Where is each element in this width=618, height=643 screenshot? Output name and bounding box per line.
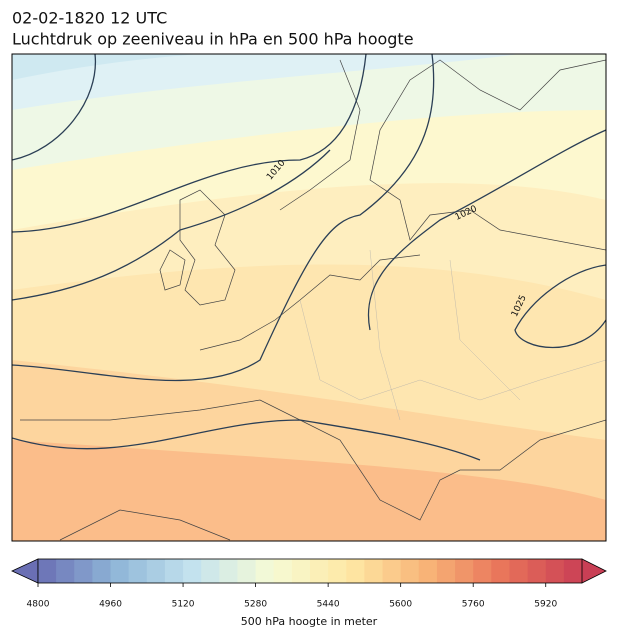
isobar <box>12 149 331 301</box>
coastline <box>279 59 361 211</box>
colorbar-segment <box>436 559 456 583</box>
coastline <box>179 189 236 306</box>
coastline <box>159 249 186 291</box>
isobar <box>12 54 435 382</box>
border <box>299 249 606 421</box>
colorbar-segment <box>273 559 293 583</box>
colorbar-segment <box>183 559 202 583</box>
date-title: 02-02-1820 12 UTC <box>12 9 167 28</box>
colorbar-segment <box>110 559 130 583</box>
colorbar-segment <box>527 559 547 583</box>
colorbar-tick-label: 5920 <box>534 600 557 610</box>
colorbar-segment <box>201 559 220 583</box>
isobar <box>12 54 97 161</box>
colorbar-segment <box>473 559 492 583</box>
colorbar: 4800 4960 5120 5280 5440 5600 5760 5920 <box>11 558 607 610</box>
colorbar-tick-label: 5120 <box>172 600 195 610</box>
colorbar-extend <box>11 558 39 584</box>
colorbar-segment <box>509 559 529 583</box>
colorbar-tick-label: 5600 <box>389 600 412 610</box>
colorbar-segment <box>545 559 565 583</box>
isobar <box>12 419 481 461</box>
colorbar-segment <box>146 559 166 583</box>
isobar <box>514 264 606 349</box>
isobar <box>12 54 367 233</box>
map: 1010 1020 1025 <box>12 54 606 541</box>
coastline <box>59 509 231 541</box>
colorbar-segment <box>38 559 57 583</box>
colorbar-segment <box>563 559 583 583</box>
map-title: Luchtdruk op zeeniveau in hPa en 500 hPa… <box>12 30 414 49</box>
colorbar-segment <box>255 559 275 583</box>
colorbar-segment <box>382 559 402 583</box>
colorbar-segment <box>237 559 257 583</box>
colorbar-segment <box>310 559 329 583</box>
colorbar-label: 500 hPa hoogte in meter <box>241 615 378 628</box>
colorbar-extend <box>581 558 607 584</box>
map-frame <box>11 53 607 542</box>
colorbar-segment <box>346 559 365 583</box>
colorbar-segment <box>128 559 148 583</box>
colorbar-tick-label: 5280 <box>244 600 267 610</box>
colorbar-segment <box>328 559 347 583</box>
colorbar-segment <box>418 559 438 583</box>
colorbar-segment <box>164 559 184 583</box>
colorbar-tick-label: 5440 <box>317 600 340 610</box>
coastline <box>199 254 421 351</box>
colorbar-segment <box>291 559 311 583</box>
coastline <box>369 59 606 251</box>
colorbar-segment <box>74 559 93 583</box>
coastline <box>20 399 606 521</box>
colorbar-tick-label: 5760 <box>462 600 485 610</box>
colorbar-segment <box>491 559 510 583</box>
colorbar-segment <box>219 559 238 583</box>
colorbar-segment <box>455 559 474 583</box>
colorbar-tick-label: 4800 <box>27 600 50 610</box>
colorbar-tick-label: 4960 <box>99 600 122 610</box>
isobar <box>367 129 606 331</box>
colorbar-segment <box>400 559 420 583</box>
colorbar-segment <box>56 559 75 583</box>
colorbar-frame <box>37 558 583 584</box>
colorbar-segment <box>364 559 384 583</box>
colorbar-segment <box>92 559 112 583</box>
